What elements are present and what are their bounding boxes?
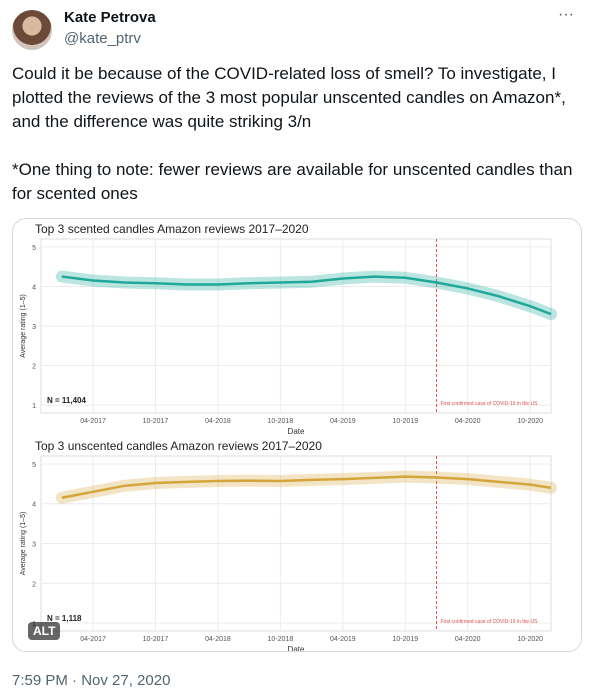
x-tick-label: 10-2020 [517, 636, 543, 643]
y-tick-label: 5 [32, 462, 36, 469]
x-tick-label: 10-2018 [268, 418, 294, 425]
author-handle[interactable]: @kate_ptrv [64, 30, 141, 47]
avatar[interactable] [12, 10, 52, 50]
x-tick-label: 10-2020 [517, 418, 543, 425]
y-tick-label: 4 [32, 502, 36, 509]
trend-line [61, 475, 552, 499]
y-axis-label: Average rating (1–5) [20, 512, 27, 576]
x-axis-label: Date [288, 645, 305, 652]
covid-label: First confirmed case of COVID-19 in the … [441, 619, 539, 625]
x-axis-label: Date [288, 427, 305, 436]
author-name[interactable]: Kate Petrova [64, 9, 156, 26]
x-tick-label: 04-2018 [205, 418, 231, 425]
x-tick-label: 10-2019 [392, 418, 418, 425]
y-tick-label: 2 [32, 364, 36, 371]
x-tick-label: 04-2019 [330, 418, 356, 425]
covid-label: First confirmed case of COVID-19 in the … [441, 401, 539, 407]
y-tick-label: 5 [32, 245, 36, 252]
x-tick-label: 10-2019 [392, 636, 418, 643]
tweet-image[interactable]: Top 3 scented candles Amazon reviews 201… [12, 218, 582, 652]
timestamp[interactable]: 7:59 PM · Nov 27, 2020 [12, 672, 171, 689]
x-tick-label: 04-2017 [80, 636, 106, 643]
x-tick-label: 04-2020 [455, 418, 481, 425]
x-tick-label: 04-2020 [455, 636, 481, 643]
y-tick-label: 1 [32, 403, 36, 410]
sample-size: N = 11,404 [47, 396, 86, 405]
trend-line [61, 275, 552, 316]
y-axis-label: Average rating (1–5) [20, 294, 27, 358]
y-tick-label: 4 [32, 284, 36, 291]
x-tick-label: 04-2017 [80, 418, 106, 425]
tweet-text: Could it be because of the COVID-related… [12, 62, 584, 230]
paragraph: *One thing to note: fewer reviews are av… [12, 160, 573, 203]
x-tick-label: 10-2017 [143, 418, 169, 425]
more-menu[interactable]: ··· [558, 6, 574, 23]
alt-badge[interactable]: ALT [28, 622, 61, 640]
y-tick-label: 3 [32, 542, 36, 549]
sample-size: N = 1,118 [47, 614, 82, 623]
x-tick-label: 10-2017 [143, 636, 169, 643]
y-tick-label: 2 [32, 581, 36, 588]
chart-title: Top 3 scented candles Amazon reviews 201… [35, 222, 309, 236]
x-tick-label: 04-2018 [205, 636, 231, 643]
x-tick-label: 04-2019 [330, 636, 356, 643]
paragraph: Could it be because of the COVID-related… [12, 64, 566, 131]
x-tick-label: 10-2018 [268, 636, 294, 643]
chart-title: Top 3 unscented candles Amazon reviews 2… [35, 439, 322, 453]
y-tick-label: 3 [32, 324, 36, 331]
